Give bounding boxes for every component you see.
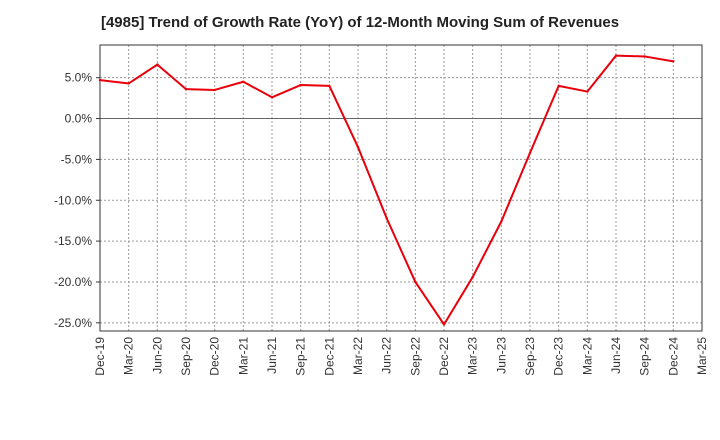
x-tick-label: Sep-21 xyxy=(294,337,308,376)
data-point xyxy=(356,145,360,149)
x-tick-label: Sep-20 xyxy=(179,337,193,376)
y-tick-label: 5.0% xyxy=(65,71,93,85)
x-tick-label: Dec-19 xyxy=(93,337,107,376)
x-tick-label: Jun-22 xyxy=(380,337,394,374)
x-tick-labels: Dec-19 Mar-20 Jun-20 Sep-20 Dec-20 Mar-21 Jun-… xyxy=(93,337,709,376)
data-point xyxy=(471,275,474,279)
y-tick-labels: 5.0% 0.0% -5.0% -10.0% -15.0% -20.0% -25.0% xyxy=(54,71,92,330)
x-tick-label: Mar-20 xyxy=(122,337,136,375)
data-point xyxy=(184,87,188,91)
x-tick-label: Dec-20 xyxy=(208,337,222,376)
data-point xyxy=(213,88,216,92)
data-point xyxy=(242,80,245,83)
x-tick-label: Jun-21 xyxy=(265,337,279,374)
data-point xyxy=(299,83,302,87)
y-tick-label: -15.0% xyxy=(54,234,92,248)
x-tick-label: Sep-24 xyxy=(638,337,652,376)
plot-frame xyxy=(99,44,703,332)
data-point xyxy=(586,90,589,93)
y-tick-label: -5.0% xyxy=(61,152,93,166)
data-point xyxy=(270,96,274,99)
data-point xyxy=(672,60,675,63)
x-tick-label: Dec-23 xyxy=(552,337,566,376)
x-tick-label: Jun-23 xyxy=(494,337,508,374)
data-point xyxy=(557,84,560,88)
data-point xyxy=(442,323,446,326)
x-tick-label: Jun-20 xyxy=(150,337,164,374)
data-point xyxy=(156,63,159,66)
data-point xyxy=(500,220,503,223)
x-tick-label: Mar-22 xyxy=(351,337,365,375)
data-point xyxy=(643,55,646,58)
y-tick-label: -10.0% xyxy=(54,193,92,207)
x-tick-label: Dec-24 xyxy=(666,337,680,376)
x-tick-label: Sep-22 xyxy=(408,337,422,376)
x-tick-label: Mar-23 xyxy=(466,337,480,375)
x-tick-label: Jun-24 xyxy=(609,337,623,374)
data-point xyxy=(528,151,532,155)
data-point xyxy=(614,54,618,57)
y-tick-label: -25.0% xyxy=(54,316,92,330)
x-tick-label: Dec-22 xyxy=(437,337,451,376)
series-layer xyxy=(98,54,675,326)
x-tick-label: Mar-21 xyxy=(236,337,250,375)
data-point xyxy=(328,84,331,88)
y-tick-label: 0.0% xyxy=(65,112,93,126)
axis-layer xyxy=(96,44,703,332)
x-tick-label: Mar-25 xyxy=(695,337,709,375)
chart-title: [4985] Trend of Growth Rate (YoY) of 12-… xyxy=(100,14,620,31)
y-tick-label: -20.0% xyxy=(54,275,92,289)
data-point xyxy=(98,78,102,82)
data-point xyxy=(385,217,388,220)
grid-layer xyxy=(100,45,702,331)
data-point xyxy=(127,82,130,85)
x-tick-label: Sep-23 xyxy=(523,337,537,376)
data-point xyxy=(414,280,417,284)
x-tick-label: Mar-24 xyxy=(580,337,594,375)
x-tick-label: Dec-21 xyxy=(322,337,336,376)
